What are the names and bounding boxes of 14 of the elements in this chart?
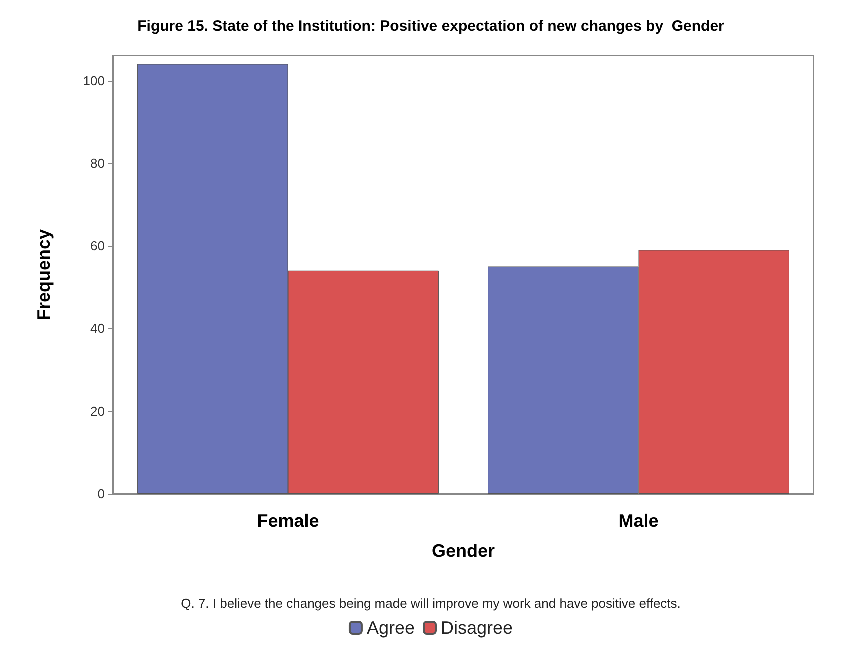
x-tick-label: Male [618, 511, 659, 531]
y-tick-label: 100 [83, 73, 105, 88]
y-tick-label: 20 [90, 404, 105, 419]
legend-label: Disagree [441, 618, 514, 638]
x-axis-title: Gender [432, 541, 496, 561]
y-axis-title: Frequency [34, 229, 54, 321]
text: Q. 7. I believe the changes being made will improve my work and have positive effects. [181, 596, 681, 611]
y-tick-label: 80 [90, 156, 105, 171]
y-tick-label: 40 [90, 321, 105, 336]
chart-title: Figure 15. State of the Institution: Positive expectation of new changes by Gender [138, 18, 725, 35]
legend-label: Agree [366, 618, 416, 638]
y-tick-label: 0 [98, 486, 105, 502]
x-tick-label: Female [257, 511, 320, 531]
y-tick-label: 60 [90, 238, 105, 254]
